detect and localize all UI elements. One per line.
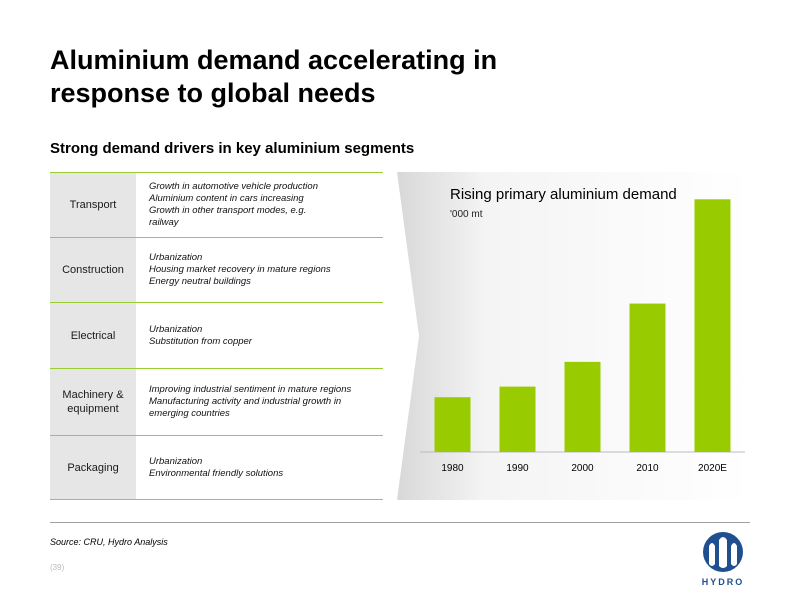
segment-row-transport: Transport Growth in automotive vehicle p… [50,172,383,238]
driver-item: emerging countries [149,408,230,419]
x-tick-label: 2020E [698,463,727,474]
segment-row-machinery: Machinery & equipment Improving industri… [50,369,383,436]
segments-table: Transport Growth in automotive vehicle p… [50,172,383,500]
driver-item: Improving industrial sentiment in mature… [149,384,352,395]
bar-1980 [434,397,471,452]
page-number: (39) [50,563,65,572]
hydro-logo-icon [703,532,743,572]
segment-name: Machinery & equipment [50,369,136,435]
segment-row-electrical: Electrical Urbanization Substitution fro… [50,303,383,369]
x-tick-label: 2010 [636,463,659,474]
chart-title: Rising primary aluminium demand [450,186,677,203]
driver-item: Housing market recovery in mature region… [149,264,331,275]
segment-drivers: Urbanization Housing market recovery in … [136,238,383,302]
driver-item: Environmental friendly solutions [149,467,284,479]
bar-2010 [629,303,666,452]
driver-item: Growth in other transport modes, e.g. [149,205,307,216]
bar-2000 [564,361,601,452]
x-tick-label: 1980 [441,463,464,474]
segment-drivers: Growth in automotive vehicle production … [136,173,383,237]
driver-item: Substitution from copper [149,335,252,347]
section-subtitle: Strong demand drivers in key aluminium s… [50,140,415,157]
segment-name: Packaging [50,436,136,499]
driver-item: Urbanization [149,323,203,335]
segment-drivers: Urbanization Environmental friendly solu… [136,436,383,499]
driver-item: Growth in automotive vehicle production [149,181,318,192]
driver-item: Energy neutral buildings [149,276,251,287]
driver-item: railway [149,217,179,228]
driver-item: Manufacturing activity and industrial gr… [149,396,342,407]
segment-drivers: Improving industrial sentiment in mature… [136,369,383,435]
x-tick-label: 2000 [571,463,594,474]
driver-item: Aluminium content in cars increasing [149,193,304,204]
page-title: Aluminium demand accelerating in respons… [50,45,498,108]
segment-drivers: Urbanization Substitution from copper [136,303,383,368]
footer-divider [50,522,750,523]
segment-row-construction: Construction Urbanization Housing market… [50,238,383,303]
bar-1990 [499,386,536,452]
logo-wordmark: HYDRO [701,577,745,587]
chart-unit: '000 mt [450,209,483,220]
driver-item: Urbanization [149,252,203,263]
segment-name: Transport [50,173,136,237]
driver-item: Urbanization [149,455,203,467]
x-tick-label: 1990 [506,463,529,474]
source-note: Source: CRU, Hydro Analysis [50,537,168,547]
segment-row-packaging: Packaging Urbanization Environmental fri… [50,436,383,500]
segment-name: Construction [50,238,136,302]
segment-name: Electrical [50,303,136,368]
demand-bar-chart: 1980 1990 2000 2010 2020E [420,199,745,474]
bar-2020E [694,199,731,452]
